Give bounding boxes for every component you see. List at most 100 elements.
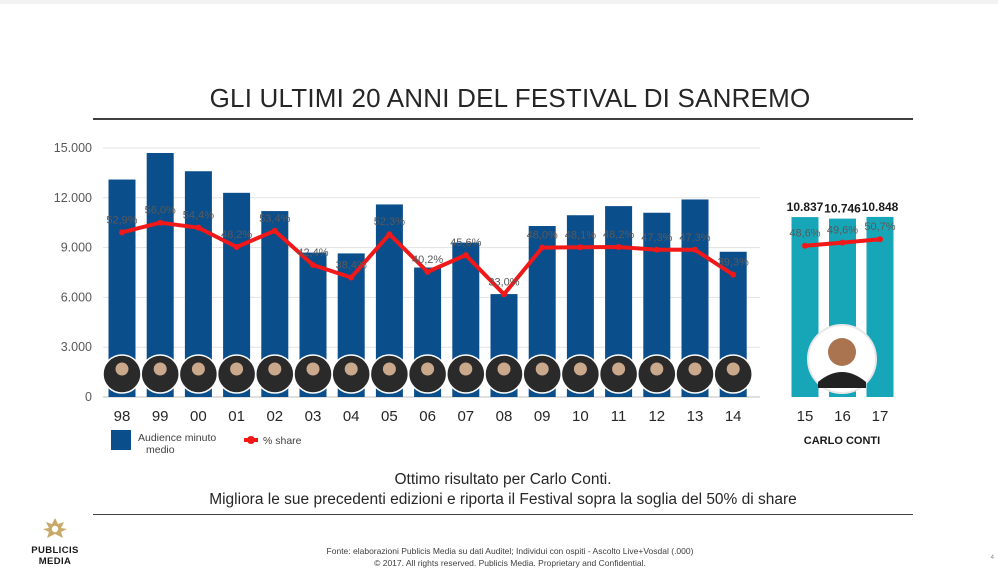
logo-line-1: PUBLICIS [31,545,79,556]
legend-swatch-share-dot [247,436,255,444]
presenter-face-10 [573,362,587,376]
presenter-face-05 [382,362,396,376]
source-note: Fonte: elaborazioni Publicis Media su da… [326,546,694,556]
x-label-98: 98 [114,408,131,425]
x-label-99: 99 [152,408,169,425]
share-point-14 [730,271,737,278]
share-point-04 [348,274,355,281]
share-point-02 [271,227,278,234]
presenter-face-08 [497,362,511,376]
group-label-carlo-conti: CARLO CONTI [804,435,880,447]
share-point-98 [119,229,125,236]
share-label-09: 48,0% [527,230,558,242]
y-tick-label: 9.000 [61,241,92,255]
presenter-face-06 [421,362,435,376]
x-label-06: 06 [419,408,436,425]
x-label-13: 13 [687,408,704,425]
share-label-10: 48,1% [565,229,596,241]
slide-top-border [0,0,998,4]
share-point-08 [501,291,507,298]
share-label-98: 52,9% [106,214,137,226]
share-label-01: 48,2% [221,229,252,241]
presenter-face-13 [688,362,702,376]
publicis-media-logo: PUBLICIS MEDIA [20,516,90,567]
share-label-13: 47,3% [679,232,710,244]
share-label-03: 42,4% [297,247,328,259]
presenter-face-04 [344,362,358,376]
share-label-14: 39,3% [718,257,749,269]
presenter-face-12 [650,362,664,376]
x-label-09: 09 [534,408,551,425]
share-point-00 [195,224,202,231]
share-point-05 [386,231,393,238]
caption-rule [93,514,913,515]
share-label-11: 48,2% [603,229,634,241]
share-point-06 [424,268,431,275]
share-point-99 [157,219,164,226]
title-rule [93,118,913,120]
y-tick-label: 0 [85,390,92,404]
x-label-08: 08 [496,408,513,425]
x-label-07: 07 [457,408,474,425]
share-label-17: 50,7% [864,221,895,233]
presenter-face-02 [268,362,282,376]
slide-title: GLI ULTIMI 20 ANNI DEL FESTIVAL DI SANRE… [209,83,811,113]
share-label-16: 49,6% [827,225,858,237]
x-label-15: 15 [797,408,814,425]
share-point-12 [653,246,660,253]
x-label-17: 17 [872,408,889,425]
legend-label-share: % share [263,435,302,447]
share-label-05: 52,3% [374,216,405,228]
share-point-09 [539,244,546,251]
share-point-11 [615,243,622,250]
share-label-02: 53,4% [259,213,290,225]
share-point-03 [310,262,316,269]
y-tick-label: 15.000 [54,141,92,155]
carlo-conti-face [828,338,856,366]
x-label-14: 14 [725,408,742,425]
x-label-11: 11 [611,408,627,425]
presenter-face-07 [459,362,473,376]
presenter-face-09 [535,362,549,376]
x-label-10: 10 [572,408,589,425]
combo-chart: 0 3.000 6.000 9.000 12.000 15.000 98 99 00 01 02 03… [54,141,899,456]
x-label-05: 05 [381,408,398,425]
x-label-03: 03 [305,408,322,425]
caption-line-1: Ottimo risultato per Carlo Conti. [394,471,612,488]
share-point-15 [802,242,808,249]
copyright-note: © 2017. All rights reserved. Publicis Me… [374,558,646,568]
share-label-08: 33,0% [488,276,519,288]
value-label-16: 10.746 [824,202,861,216]
y-tick-label: 6.000 [61,290,92,304]
share-label-12: 47,3% [641,232,672,244]
x-label-02: 02 [266,408,283,425]
presenter-face-03 [306,362,320,376]
share-label-07: 45,6% [450,237,481,249]
x-label-01: 01 [228,408,245,425]
share-point-10 [577,244,584,251]
share-label-04: 38,4% [336,259,367,271]
legend-swatch-audience [111,430,131,450]
legend-label-audience: Audience minuto medio [138,432,216,456]
presenter-face-98 [115,362,129,376]
page-number: 4 [990,555,994,561]
lion-crest-icon [43,518,67,538]
carlo-conti-jacket [818,372,866,388]
share-label-00: 54,4% [183,210,214,222]
share-label-99: 56,0% [145,205,176,217]
x-label-16: 16 [834,408,851,425]
y-tick-label: 3.000 [61,340,92,354]
share-point-01 [233,243,240,250]
presenter-face-99 [153,362,167,376]
share-point-16 [839,239,846,246]
value-label-15: 10.837 [787,200,824,214]
share-label-06: 40,2% [412,254,443,266]
x-label-12: 12 [648,408,665,425]
presenter-face-11 [612,362,626,376]
share-point-13 [692,246,698,253]
logo-line-2: MEDIA [38,556,72,567]
presenter-face-00 [191,362,205,376]
x-label-00: 00 [190,408,207,425]
share-point-17 [877,236,883,243]
share-label-15: 48,6% [789,228,820,240]
